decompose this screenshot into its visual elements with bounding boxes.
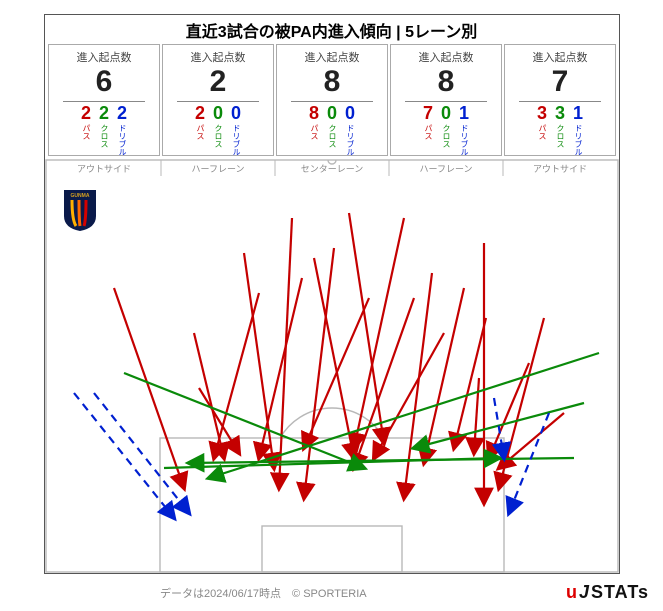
lane-breakdown: 2パス2クロス2ドリブル	[49, 104, 159, 156]
lane-stat-2: 進入起点数 8 8パス0クロス0ドリブル	[276, 44, 388, 156]
lane-total: 8	[391, 67, 501, 97]
lane-total: 2	[163, 67, 273, 97]
svg-text:GUNMA: GUNMA	[71, 193, 90, 199]
lane-total: 6	[49, 67, 159, 97]
lane-header-label: 進入起点数	[391, 49, 501, 65]
pitch-svg	[44, 158, 620, 574]
logo-j: J	[579, 582, 589, 603]
chart-title: 直近3試合の被PA内進入傾向 | 5レーン別	[0, 18, 663, 42]
lane-breakdown: 7パス0クロス1ドリブル	[391, 104, 501, 156]
lane-stat-3: 進入起点数 8 7パス0クロス1ドリブル	[390, 44, 502, 156]
lane-total: 7	[505, 67, 615, 97]
lane-breakdown: 3パス3クロス1ドリブル	[505, 104, 615, 156]
arrow-cross	[414, 403, 584, 448]
lane-total: 8	[277, 67, 387, 97]
arrow-pass	[404, 273, 432, 498]
footer: データは2024/06/17時点 © SPORTERIA uJ STATs	[0, 582, 649, 603]
arrow-pass	[374, 333, 444, 458]
arrow-pass	[349, 213, 384, 443]
arrow-pass	[259, 278, 302, 458]
arrow-dribble	[74, 393, 174, 518]
lane-header-label: 進入起点数	[163, 49, 273, 65]
arrow-pass	[214, 293, 259, 458]
footer-logo: uJ STATs	[566, 582, 649, 603]
arrow-pass	[474, 378, 479, 453]
lane-header-label: 進入起点数	[505, 49, 615, 65]
footer-credit: データは2024/06/17時点 © SPORTERIA	[160, 585, 367, 601]
arrow-pass	[114, 288, 184, 488]
logo-u: u	[566, 582, 577, 603]
lane-stat-1: 進入起点数 2 2パス0クロス0ドリブル	[162, 44, 274, 156]
lane-header-label: 進入起点数	[49, 49, 159, 65]
arrow-dribble	[94, 393, 189, 513]
logo-stats: STATs	[591, 582, 649, 603]
lane-stat-4: 進入起点数 7 3パス3クロス1ドリブル	[504, 44, 616, 156]
lane-breakdown: 8パス0クロス0ドリブル	[277, 104, 387, 156]
arrow-pass	[279, 218, 292, 488]
lane-breakdown: 2パス0クロス0ドリブル	[163, 104, 273, 156]
club-badge: GUNMA	[62, 188, 98, 232]
arrow-pass	[454, 318, 486, 448]
arrow-pass	[244, 253, 274, 468]
lane-header-label: 進入起点数	[277, 49, 387, 65]
lane-stats-row: 進入起点数62パス2クロス2ドリブル進入起点数22パス0クロス0ドリブル進入起点…	[47, 44, 617, 156]
lane-stat-0: 進入起点数 6 2パス2クロス2ドリブル	[48, 44, 160, 156]
